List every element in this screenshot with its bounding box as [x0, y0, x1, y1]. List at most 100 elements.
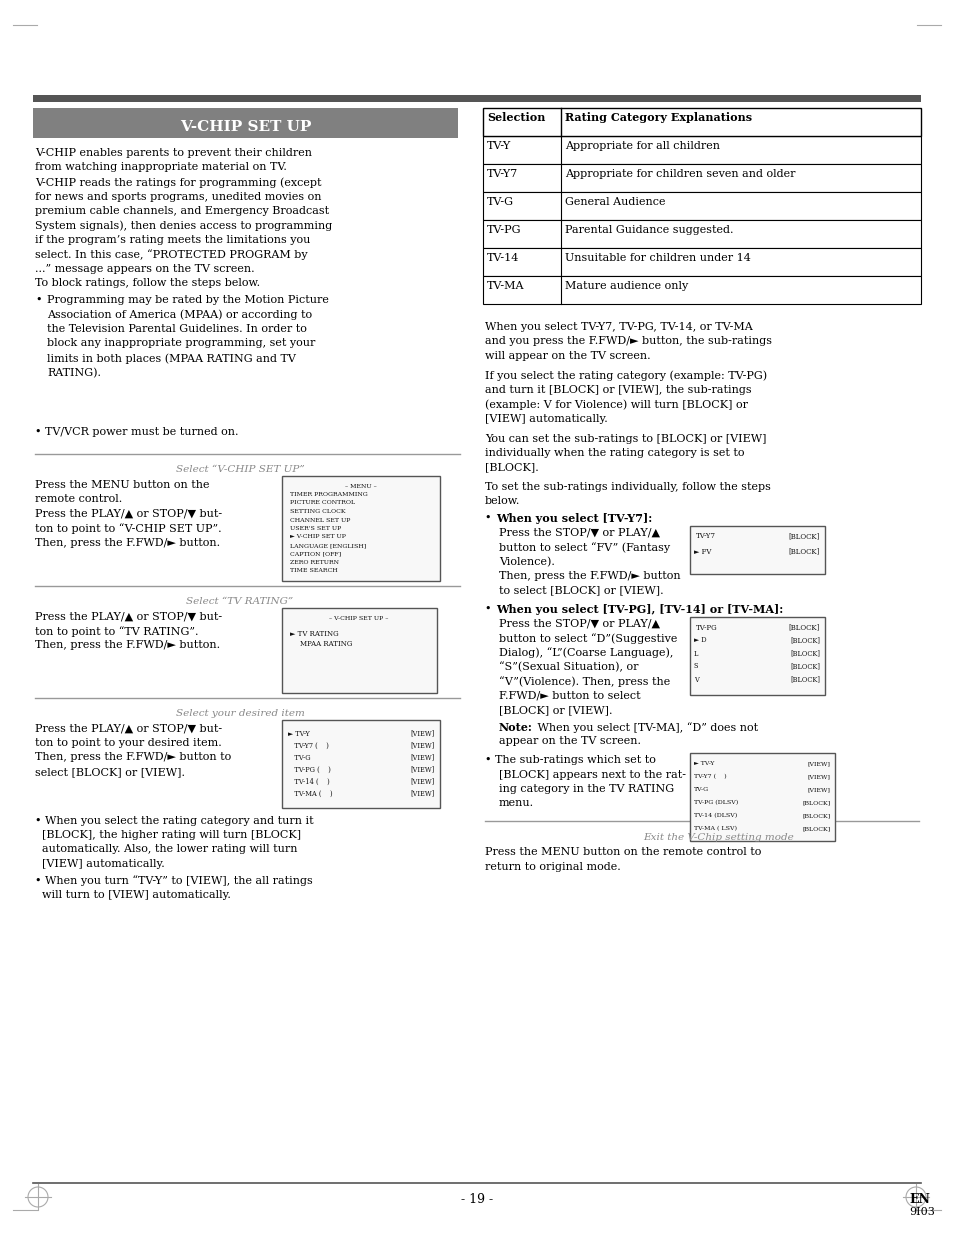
Text: TV-14 (    ): TV-14 ( ): [288, 778, 330, 785]
Bar: [482, 136, 920, 164]
Text: appear on the TV screen.: appear on the TV screen.: [498, 736, 640, 746]
Bar: [282, 720, 439, 808]
Text: Select “V-CHIP SET UP”: Select “V-CHIP SET UP”: [175, 466, 304, 474]
Text: •: •: [484, 513, 495, 522]
Text: [BLOCK]: [BLOCK]: [788, 547, 820, 556]
Text: and you press the F.FWD/► button, the sub-ratings: and you press the F.FWD/► button, the su…: [484, 336, 771, 347]
Text: Rating Category Explanations: Rating Category Explanations: [564, 112, 751, 124]
Text: F.FWD/► button to select: F.FWD/► button to select: [498, 692, 640, 701]
Text: ...” message appears on the TV screen.: ...” message appears on the TV screen.: [35, 264, 254, 274]
Text: TIMER PROGRAMMING: TIMER PROGRAMMING: [290, 492, 367, 496]
Text: premium cable channels, and Emergency Broadcast: premium cable channels, and Emergency Br…: [35, 206, 329, 216]
Text: 9I03: 9I03: [908, 1207, 934, 1216]
Text: Parental Guidance suggested.: Parental Guidance suggested.: [564, 225, 733, 235]
Text: [VIEW]: [VIEW]: [411, 789, 435, 798]
Text: for news and sports programs, unedited movies on: for news and sports programs, unedited m…: [35, 191, 321, 201]
Text: Dialog), “L”(Coarse Language),: Dialog), “L”(Coarse Language),: [498, 647, 673, 658]
Text: button to select “D”(Suggestive: button to select “D”(Suggestive: [498, 634, 677, 643]
Text: Select “TV RATING”: Select “TV RATING”: [186, 598, 294, 606]
Text: limits in both places (MPAA RATING and TV: limits in both places (MPAA RATING and T…: [47, 353, 295, 363]
Text: Violence).: Violence).: [498, 557, 555, 567]
Bar: [482, 275, 920, 304]
Text: Press the PLAY/▲ or STOP/▼ but-: Press the PLAY/▲ or STOP/▼ but-: [35, 724, 222, 734]
Bar: [282, 475, 439, 580]
Text: • When you turn “TV-Y” to [VIEW], the all ratings: • When you turn “TV-Y” to [VIEW], the al…: [35, 876, 313, 887]
Text: To set the sub-ratings individually, follow the steps: To set the sub-ratings individually, fol…: [484, 482, 770, 492]
Bar: [689, 616, 824, 694]
Text: Press the PLAY/▲ or STOP/▼ but-: Press the PLAY/▲ or STOP/▼ but-: [35, 509, 222, 519]
Text: When you select TV-Y7, TV-PG, TV-14, or TV-MA: When you select TV-Y7, TV-PG, TV-14, or …: [484, 322, 752, 332]
Text: – MENU –: – MENU –: [345, 483, 376, 489]
Text: TV-PG: TV-PG: [486, 225, 521, 235]
Text: USER'S SET UP: USER'S SET UP: [290, 526, 341, 531]
Text: SETTING CLOCK: SETTING CLOCK: [290, 509, 345, 514]
Bar: [482, 164, 920, 191]
Text: MPAA RATING: MPAA RATING: [299, 641, 352, 648]
Bar: [482, 191, 920, 220]
Text: Selection: Selection: [486, 112, 545, 124]
Text: TV-14 (DLSV): TV-14 (DLSV): [693, 813, 737, 818]
Text: [BLOCK]: [BLOCK]: [801, 800, 830, 805]
Text: [VIEW]: [VIEW]: [411, 753, 435, 762]
Text: Unsuitable for children under 14: Unsuitable for children under 14: [564, 253, 750, 263]
Text: [BLOCK] or [VIEW].: [BLOCK] or [VIEW].: [498, 705, 612, 715]
Text: [BLOCK]: [BLOCK]: [788, 624, 820, 631]
Text: if the program’s rating meets the limitations you: if the program’s rating meets the limita…: [35, 235, 310, 245]
Text: •: •: [484, 604, 495, 614]
Text: ton to point to “TV RATING”.: ton to point to “TV RATING”.: [35, 626, 198, 637]
Text: ing category in the TV RATING: ing category in the TV RATING: [498, 784, 674, 794]
Text: [VIEW] automatically.: [VIEW] automatically.: [35, 860, 165, 869]
Text: will turn to [VIEW] automatically.: will turn to [VIEW] automatically.: [35, 890, 231, 900]
Text: - 19 -: - 19 -: [460, 1193, 493, 1207]
Text: S: S: [693, 662, 698, 671]
Text: TV-MA (    ): TV-MA ( ): [288, 789, 333, 798]
Text: (example: V for Violence) will turn [BLOCK] or: (example: V for Violence) will turn [BLO…: [484, 399, 747, 410]
Text: TV-MA ( LSV): TV-MA ( LSV): [693, 826, 737, 831]
Text: ► TV-Y: ► TV-Y: [288, 730, 310, 737]
Bar: [282, 608, 436, 693]
Text: to select [BLOCK] or [VIEW].: to select [BLOCK] or [VIEW].: [498, 585, 663, 595]
Text: Then, press the F.FWD/► button.: Then, press the F.FWD/► button.: [35, 537, 220, 547]
Text: [VIEW]: [VIEW]: [411, 778, 435, 785]
Text: automatically. Also, the lower rating will turn: automatically. Also, the lower rating wi…: [35, 845, 297, 855]
Text: ► FV: ► FV: [693, 547, 711, 556]
Text: below.: below.: [484, 496, 519, 506]
Text: the Television Parental Guidelines. In order to: the Television Parental Guidelines. In o…: [47, 324, 307, 333]
Text: block any inappropriate programming, set your: block any inappropriate programming, set…: [47, 338, 315, 348]
Text: Press the STOP/▼ or PLAY/▲: Press the STOP/▼ or PLAY/▲: [498, 527, 659, 537]
Text: TV-PG: TV-PG: [696, 624, 717, 631]
Text: ► TV RATING: ► TV RATING: [290, 630, 338, 637]
Text: General Audience: General Audience: [564, 198, 665, 207]
Text: CAPTION [OFF]: CAPTION [OFF]: [290, 552, 341, 557]
Text: [BLOCK] appears next to the rat-: [BLOCK] appears next to the rat-: [498, 769, 685, 779]
Text: TIME SEARCH: TIME SEARCH: [290, 568, 337, 573]
Text: When you select [TV-PG], [TV-14] or [TV-MA]:: When you select [TV-PG], [TV-14] or [TV-…: [496, 604, 782, 615]
Text: Press the STOP/▼ or PLAY/▲: Press the STOP/▼ or PLAY/▲: [498, 619, 659, 629]
Text: Note:: Note:: [498, 722, 533, 734]
Text: TV-Y7: TV-Y7: [696, 532, 716, 541]
Bar: [33, 107, 457, 138]
Text: Press the PLAY/▲ or STOP/▼ but-: Press the PLAY/▲ or STOP/▼ but-: [35, 611, 222, 621]
Text: •: •: [35, 295, 42, 305]
Text: Association of America (MPAA) or according to: Association of America (MPAA) or accordi…: [47, 310, 312, 320]
Text: Press the MENU button on the remote control to: Press the MENU button on the remote cont…: [484, 847, 760, 857]
Text: CHANNEL SET UP: CHANNEL SET UP: [290, 517, 350, 522]
Text: Appropriate for all children: Appropriate for all children: [564, 141, 720, 151]
Text: will appear on the TV screen.: will appear on the TV screen.: [484, 351, 650, 361]
Text: You can set the sub-ratings to [BLOCK] or [VIEW]: You can set the sub-ratings to [BLOCK] o…: [484, 433, 765, 443]
Text: ZERO RETURN: ZERO RETURN: [290, 559, 338, 564]
Text: TV-Y7 (    ): TV-Y7 ( ): [288, 741, 329, 750]
Bar: [482, 220, 920, 248]
Text: and turn it [BLOCK] or [VIEW], the sub-ratings: and turn it [BLOCK] or [VIEW], the sub-r…: [484, 385, 751, 395]
Text: [BLOCK]: [BLOCK]: [789, 662, 820, 671]
Text: TV-PG (DLSV): TV-PG (DLSV): [693, 800, 738, 805]
Bar: [689, 753, 834, 841]
Text: Exit the V-Chip setting mode: Exit the V-Chip setting mode: [643, 832, 794, 842]
Text: [BLOCK]: [BLOCK]: [801, 826, 830, 831]
Text: [BLOCK]: [BLOCK]: [789, 650, 820, 657]
Text: TV-G: TV-G: [288, 753, 311, 762]
Text: ton to point to your desired item.: ton to point to your desired item.: [35, 739, 221, 748]
Text: [VIEW]: [VIEW]: [411, 730, 435, 737]
Text: When you select [TV-Y7]:: When you select [TV-Y7]:: [496, 513, 652, 524]
Text: LANGUAGE [ENGLISH]: LANGUAGE [ENGLISH]: [290, 543, 366, 548]
